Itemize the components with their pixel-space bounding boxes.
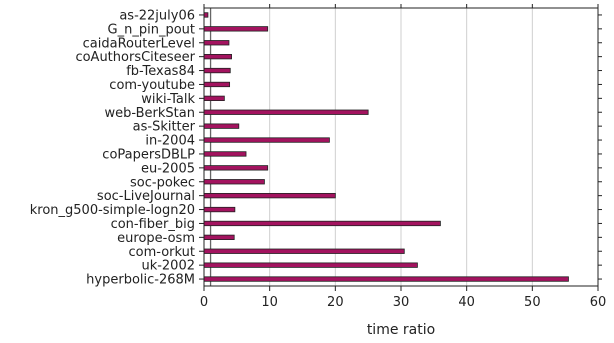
bar: [203, 165, 269, 171]
bar: [203, 95, 225, 101]
x-tick-label: 0: [200, 295, 208, 310]
y-tick-label: kron_g500-simple-logn20: [30, 203, 195, 218]
x-tick-label: 50: [524, 295, 541, 310]
grid-lines: [203, 8, 599, 286]
y-tick-label: europe-osm: [117, 231, 195, 246]
y-tick-label: caidaRouterLevel: [83, 36, 195, 51]
axes: [199, 4, 602, 291]
x-tick-label: 10: [261, 295, 278, 310]
bar: [203, 234, 235, 241]
bar: [203, 262, 418, 268]
y-tick-label: in-2004: [145, 134, 195, 149]
bar: [203, 81, 231, 88]
bar: [203, 137, 330, 143]
y-tick-label: con-fiber_big: [111, 217, 195, 232]
bar: [203, 276, 569, 282]
bar: [203, 67, 231, 74]
bar: [203, 123, 240, 129]
x-tick-label: 40: [458, 295, 475, 310]
x-tick-labels: 0 10 20 30 40 50 60: [200, 295, 606, 310]
bars: [203, 12, 569, 282]
bar: [203, 151, 247, 157]
y-tick-label: as-Skitter: [133, 120, 196, 135]
x-tick-label: 60: [590, 295, 607, 310]
bar: [203, 109, 369, 115]
bar: [203, 179, 265, 185]
x-tick-label: 30: [393, 295, 410, 310]
x-tick-label: 20: [327, 295, 344, 310]
y-tick-label: soc-pokec: [130, 175, 195, 190]
y-tick-label: coAuthorsCiteseer: [75, 50, 195, 65]
plot-frame: [203, 7, 599, 287]
y-tick-label: as-22july06: [119, 8, 195, 23]
y-tick-label: hyperbolic-268M: [86, 273, 195, 288]
bar: [203, 40, 230, 46]
y-tick-label: com-youtube: [109, 78, 195, 93]
y-tick-label: com-orkut: [129, 245, 195, 260]
bar: [203, 26, 269, 32]
x-axis-label: time ratio: [367, 322, 435, 338]
bar: [203, 192, 336, 199]
y-tick-labels: as-22july06G_n_pin_poutcaidaRouterLevelc…: [30, 8, 196, 287]
bar: [203, 206, 236, 213]
y-tick-label: wiki-Talk: [141, 92, 195, 107]
y-tick-label: web-BerkStan: [105, 106, 195, 121]
bar: [203, 220, 441, 227]
bar: [203, 54, 232, 60]
y-tick-label: soc-LiveJournal: [97, 189, 195, 204]
y-tick-label: fb-Texas84: [126, 64, 195, 79]
y-tick-label: eu-2005: [141, 161, 195, 176]
y-tick-label: G_n_pin_pout: [108, 22, 195, 37]
bar: [203, 248, 405, 254]
bar: [203, 12, 209, 18]
y-tick-label: uk-2002: [141, 259, 195, 274]
y-tick-label: coPapersDBLP: [102, 147, 195, 162]
